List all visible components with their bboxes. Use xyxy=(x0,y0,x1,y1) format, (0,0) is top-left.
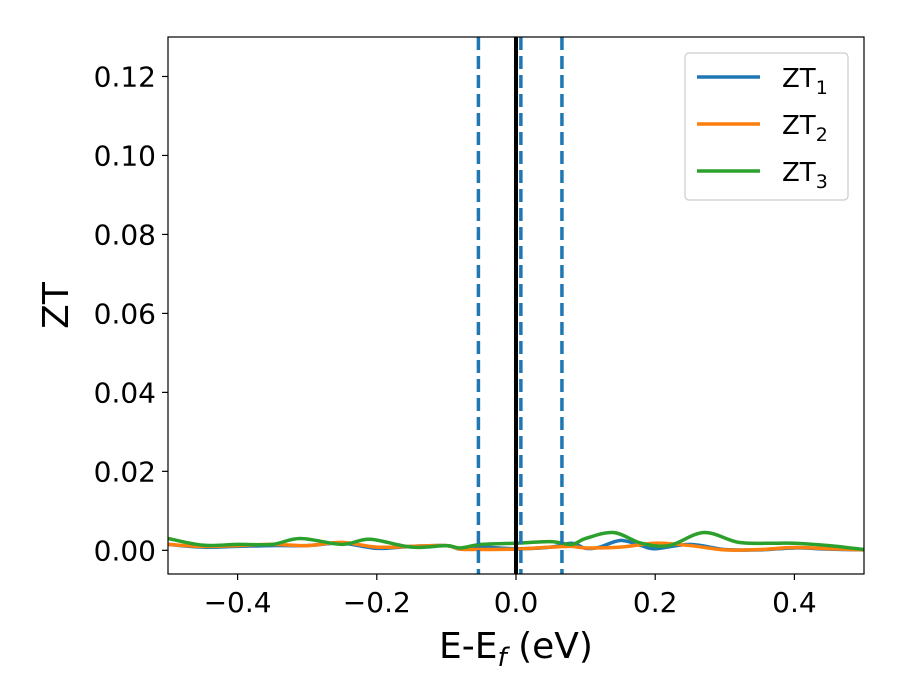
x-tick-label: 0.4 xyxy=(772,586,817,619)
x-tick-label: −0.2 xyxy=(343,586,411,619)
y-tick-label: 0.02 xyxy=(94,455,156,488)
y-tick-label: 0.08 xyxy=(94,218,156,251)
legend-item-zt2: ZT2 xyxy=(697,111,828,146)
y-tick-label: 0.06 xyxy=(94,297,156,330)
series-line-zt3 xyxy=(168,530,864,552)
y-tick-label: 0.04 xyxy=(94,376,156,409)
y-axis-label: ZT xyxy=(36,281,77,329)
x-tick-label: 0.2 xyxy=(633,586,678,619)
x-axis-label-unit: (eV) xyxy=(507,626,593,667)
x-axis-label-main: E-E xyxy=(439,626,497,667)
legend-item-zt3: ZT3 xyxy=(697,158,828,193)
x-tick-label: −0.4 xyxy=(204,586,272,619)
x-axis-label: E-Ef (eV) xyxy=(439,626,593,673)
legend-box xyxy=(684,52,849,201)
y-tick-label: 0.10 xyxy=(94,139,156,172)
legend-item-zt1: ZT1 xyxy=(697,64,828,99)
y-axis-ticks: 0.00 0.02 0.04 0.06 0.08 0.10 0.12 xyxy=(94,60,168,567)
y-tick-label: 0.00 xyxy=(94,534,156,567)
legend-label: ZT3 xyxy=(782,158,828,193)
plot-area xyxy=(168,37,864,574)
x-axis-ticks: −0.4 −0.2 0.0 0.2 0.4 xyxy=(204,574,817,619)
legend-label: ZT2 xyxy=(782,111,828,146)
legend-label: ZT1 xyxy=(782,64,828,99)
x-tick-label: 0.0 xyxy=(494,586,539,619)
y-tick-label: 0.12 xyxy=(94,60,156,93)
legend: ZT1 ZT2 ZT3 xyxy=(684,52,849,201)
